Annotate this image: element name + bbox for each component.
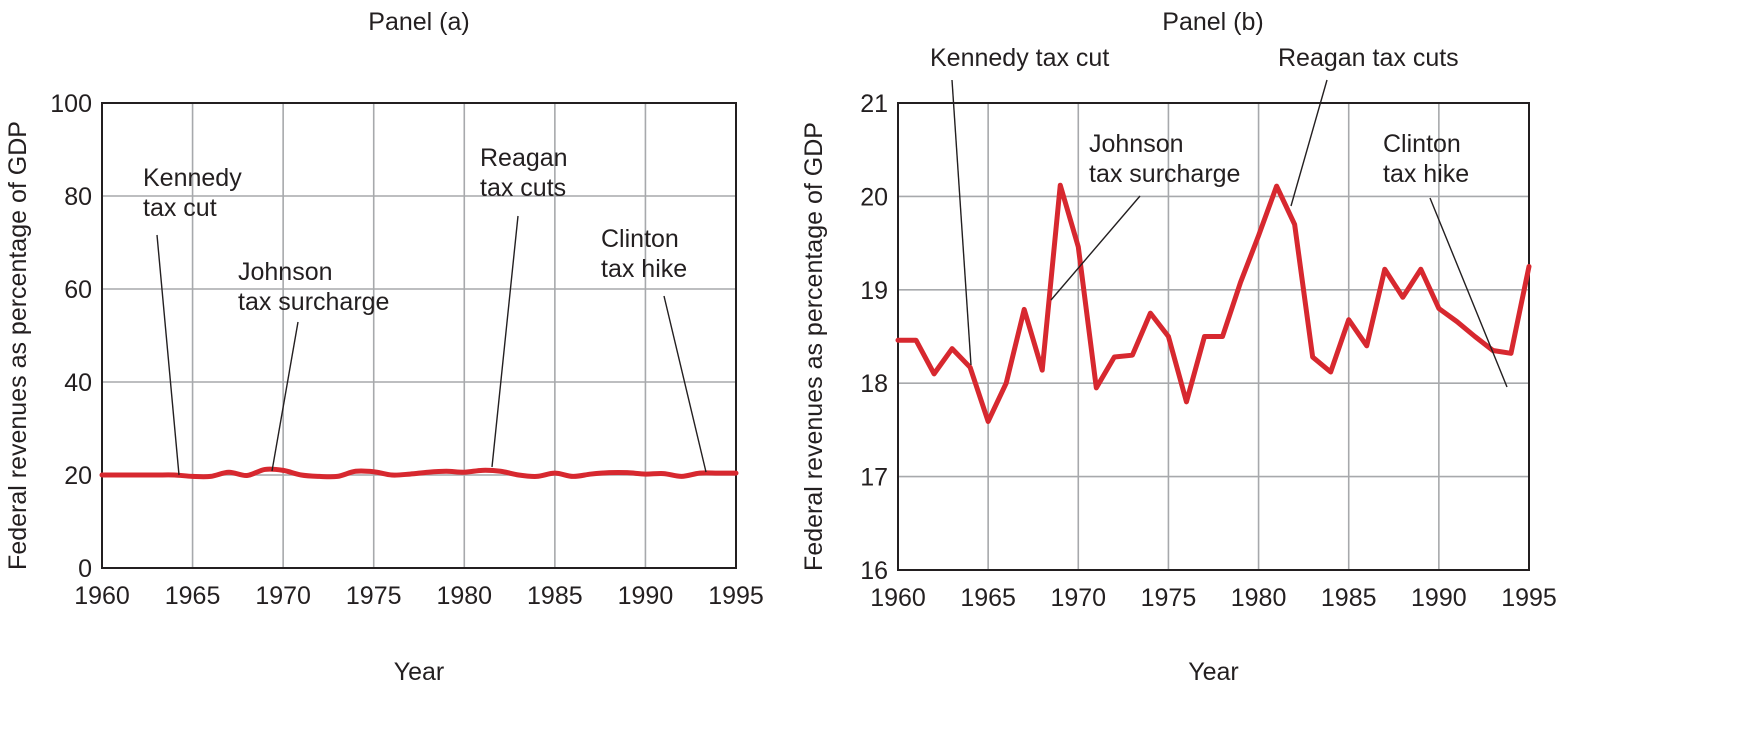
panel-a-series [99,466,739,480]
panel-b-annotation-leader [1290,79,1328,207]
panel-a-y-ticks: 0 20 40 60 80 100 [50,90,92,583]
panel-b-y-tick-label: 17 [860,464,888,492]
panel-b-x-tick-label: 1970 [1050,584,1106,612]
panel-b-y-tick-label: 21 [860,90,888,118]
panel-a-annotation-label: Kennedy tax cut [143,164,242,222]
panel-b-x-tick-label: 1990 [1411,584,1467,612]
panel-b-x-tick-label: 1985 [1321,584,1377,612]
panel-a-y-tick-label: 20 [64,462,92,490]
panel-b-annotation-leader [1429,197,1508,388]
panel-b-annotation-leader [951,79,972,366]
panel-a-annotation-label: Reagan tax cuts [480,144,568,202]
panel-b-y-tick-label: 20 [860,183,888,211]
panel-b-annotation-label: Clinton tax hike [1383,130,1469,188]
panel-a-x-tick-label: 1975 [346,582,402,610]
panel-b-x-tick-label: 1995 [1501,584,1557,612]
panel-b-annotation-label: Reagan tax cuts [1278,44,1459,72]
panel-b-frame [897,102,1530,571]
panel-b-annotation-label: Johnson tax surcharge [1089,130,1240,188]
panel-a-x-ticks: 1960 1965 1970 1975 1980 1985 1990 1995 [74,582,764,610]
panel-a-x-tick-label: 1965 [165,582,221,610]
panel-a-y-tick-label: 100 [50,90,92,118]
panel-a-annotation-leader [271,321,299,472]
panel-b-x-ticks: 1960 1965 1970 1975 1980 1985 1990 1995 [870,584,1557,612]
panel-a-annotation-leader [663,295,707,473]
panel-a-x-tick-label: 1985 [527,582,583,610]
panel-b-annotation-leader [1050,195,1141,301]
panel-b-y-tick-label: 19 [860,277,888,305]
panel-b-x-axis-label: Year [1188,658,1239,686]
panel-b-grid [898,103,1529,570]
panel-b-x-tick-label: 1975 [1141,584,1197,612]
panel-b-y-tick-label: 18 [860,370,888,398]
panel-a-x-tick-label: 1960 [74,582,130,610]
panel-b-y-tick-label: 16 [860,557,888,585]
panel-a-series-line [99,466,739,480]
panel-b-x-tick-label: 1965 [960,584,1016,612]
panel-a-x-tick-label: 1995 [708,582,764,610]
panel-a-y-axis-label: Federal revenues as percentage of GDP [4,121,32,570]
panel-a-annotation-label: Clinton tax hike [601,225,687,283]
panel-b-series [895,182,1532,424]
panel-a-x-tick-label: 1970 [255,582,311,610]
panel-a-annotation-leader [491,215,519,468]
panel-b-y-axis-label: Federal revenues as percentage of GDP [800,122,828,571]
panel-b-annotations: Kennedy tax cut Johnson tax surcharge Reaga… [930,44,1508,388]
panel-a-x-tick-label: 1980 [436,582,492,610]
panel-a-annotation-label: Johnson tax surcharge [238,258,389,316]
panel-a-annotation-leader [156,234,180,476]
panel-b-x-tick-label: 1980 [1231,584,1287,612]
panel-a-x-axis-label: Year [394,658,445,686]
panel-b-series-line [895,182,1532,424]
panel-a-frame [101,102,737,569]
panel-a-x-tick-label: 1990 [618,582,674,610]
panel-a-y-tick-label: 60 [64,276,92,304]
panel-b-annotation-label: Kennedy tax cut [930,44,1109,72]
panel-a-y-tick-label: 80 [64,183,92,211]
panel-a-annotations: Kennedy tax cut Johnson tax surcharge Reagan… [143,144,707,476]
panel-a: Panel (a) 1960 1965 1970 1975 1980 1985 1990 19… [4,8,764,686]
panel-a-y-tick-label: 0 [78,555,92,583]
panel-a-title: Panel (a) [368,8,469,36]
panel-a-y-tick-label: 40 [64,369,92,397]
panel-b-y-ticks: 16 17 18 19 20 21 [860,90,888,585]
panel-b-x-tick-label: 1960 [870,584,926,612]
panel-b-title: Panel (b) [1162,8,1263,36]
panel-b: Panel (b) 1960 1965 1970 1975 1980 1985 1990 19… [800,8,1557,686]
